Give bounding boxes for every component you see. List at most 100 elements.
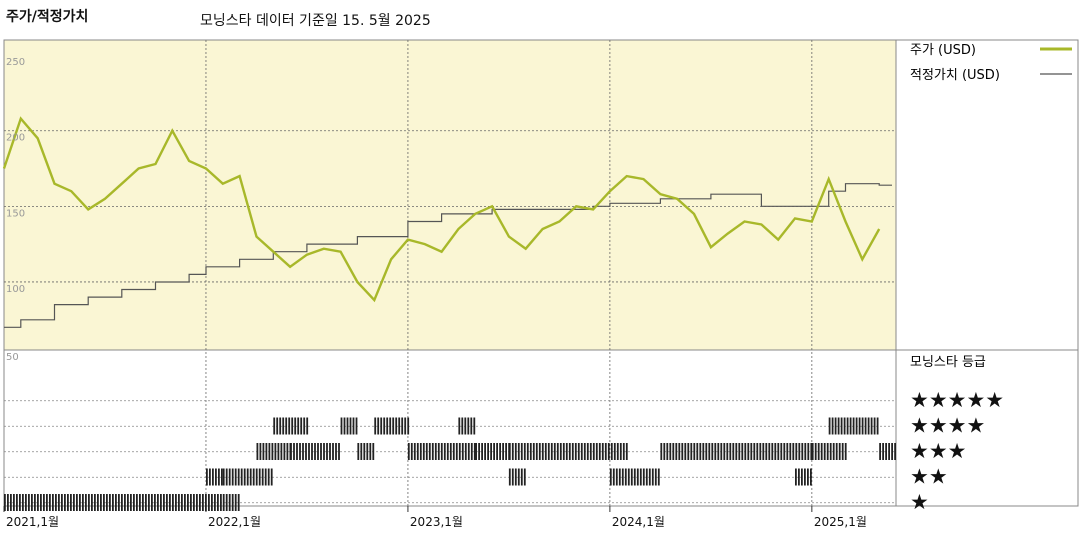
rating-stripe bbox=[425, 443, 428, 460]
rating-stripe bbox=[798, 443, 801, 460]
rating-stripe bbox=[329, 443, 331, 460]
rating-stripe bbox=[660, 443, 663, 460]
rating-stripe bbox=[267, 468, 270, 486]
rating-stripe bbox=[94, 494, 96, 511]
x-tick-label: 2025,1월 bbox=[814, 515, 867, 529]
rating-stripe bbox=[654, 468, 657, 486]
rating-stripe bbox=[687, 443, 690, 460]
rating-stripe bbox=[490, 443, 492, 460]
rating-stripe bbox=[306, 417, 309, 435]
rating-stripe bbox=[832, 443, 835, 460]
rating-stripe bbox=[139, 494, 141, 511]
rating-stripe bbox=[256, 443, 259, 460]
rating-stripe bbox=[801, 468, 803, 486]
rating-stripe bbox=[544, 443, 547, 460]
rating-stripe bbox=[708, 443, 711, 460]
rating-stripe bbox=[464, 417, 467, 435]
rating-stripe bbox=[285, 417, 288, 435]
rating-stripe bbox=[157, 494, 159, 511]
rating-stripe bbox=[461, 417, 464, 435]
rating-stripe bbox=[514, 443, 517, 460]
rating-stripe bbox=[717, 443, 720, 460]
rating-stripe bbox=[514, 468, 517, 486]
rating-stripe bbox=[151, 494, 153, 511]
rating-stripe bbox=[801, 443, 804, 460]
rating-stripe bbox=[508, 468, 511, 486]
rating-stripe bbox=[205, 494, 207, 511]
rating-stripe bbox=[237, 468, 240, 486]
rating-stripe bbox=[625, 443, 628, 460]
rating-stripe bbox=[768, 443, 771, 460]
rating-stripe bbox=[846, 417, 849, 435]
rating-stripe bbox=[443, 443, 446, 460]
rating-stripe bbox=[735, 443, 738, 460]
rating-stripe bbox=[220, 494, 222, 511]
rating-stripe bbox=[274, 443, 277, 460]
rating-stripe bbox=[807, 443, 810, 460]
rating-stripe bbox=[240, 468, 243, 486]
rating-stripe bbox=[280, 443, 283, 460]
rating-segment bbox=[4, 494, 222, 511]
rating-stripe bbox=[211, 494, 213, 511]
rating-stripe bbox=[738, 443, 741, 460]
rating-stripe bbox=[100, 494, 102, 511]
rating-stripe bbox=[190, 494, 192, 511]
rating-stripe bbox=[843, 417, 846, 435]
rating-stripe bbox=[765, 443, 768, 460]
rating-stripe bbox=[774, 443, 777, 460]
rating-segment bbox=[508, 468, 526, 486]
rating-stripe bbox=[690, 443, 693, 460]
rating-stripe bbox=[885, 443, 887, 460]
rating-stripe bbox=[218, 468, 220, 486]
rating-stripe bbox=[79, 494, 81, 511]
rating-segment bbox=[374, 417, 410, 435]
rating-segment bbox=[222, 468, 273, 486]
rating-stripe bbox=[73, 494, 75, 511]
rating-stripe bbox=[419, 443, 422, 460]
rating-stripe bbox=[343, 417, 346, 435]
rating-stripe bbox=[261, 468, 264, 486]
rating-stripe bbox=[231, 468, 234, 486]
rating-stripe bbox=[7, 494, 9, 511]
rating-stripe bbox=[729, 443, 732, 460]
rating-stripe bbox=[392, 417, 395, 435]
rating-stripe bbox=[726, 443, 729, 460]
rating-stripe bbox=[395, 417, 398, 435]
legend-box bbox=[895, 39, 1079, 507]
rating-stripe bbox=[496, 443, 498, 460]
rating-segment bbox=[357, 443, 375, 460]
star-row-4: ★★★★ bbox=[910, 414, 985, 438]
rating-stripe bbox=[520, 468, 523, 486]
rating-stripe bbox=[624, 468, 627, 486]
star-row-5: ★★★★★ bbox=[910, 388, 1004, 412]
rating-stripe bbox=[109, 494, 111, 511]
rating-stripe bbox=[699, 443, 702, 460]
y-tick-labels: 250 200 150 100 50 bbox=[6, 57, 25, 363]
rating-stripe bbox=[61, 494, 63, 511]
rating-stripe bbox=[434, 443, 437, 460]
rating-stripe bbox=[142, 494, 144, 511]
rating-stripe bbox=[308, 443, 310, 460]
rating-stripe bbox=[711, 443, 714, 460]
rating-segment bbox=[811, 443, 847, 460]
rating-stripe bbox=[777, 443, 780, 460]
rating-stripe bbox=[487, 443, 489, 460]
legend-price-label: 주가 (USD) bbox=[910, 43, 976, 58]
rating-stripe bbox=[562, 443, 565, 460]
rating-stripe bbox=[556, 443, 559, 460]
rating-stripe bbox=[37, 494, 39, 511]
rating-stripe bbox=[855, 417, 858, 435]
rating-stripe bbox=[148, 494, 150, 511]
rating-stripe bbox=[508, 443, 511, 460]
rating-stripe bbox=[264, 468, 267, 486]
rating-stripe bbox=[873, 417, 876, 435]
rating-stripe bbox=[553, 443, 556, 460]
rating-stripe bbox=[349, 417, 352, 435]
rating-stripe bbox=[804, 443, 807, 460]
rating-stripe bbox=[124, 494, 126, 511]
rating-stripe bbox=[810, 443, 813, 460]
rating-stripe bbox=[693, 443, 696, 460]
chart-subtitle: 모닝스타 데이터 기준일 15. 5월 2025 bbox=[200, 13, 431, 29]
rating-segment bbox=[879, 443, 896, 460]
rating-stripe bbox=[829, 443, 832, 460]
